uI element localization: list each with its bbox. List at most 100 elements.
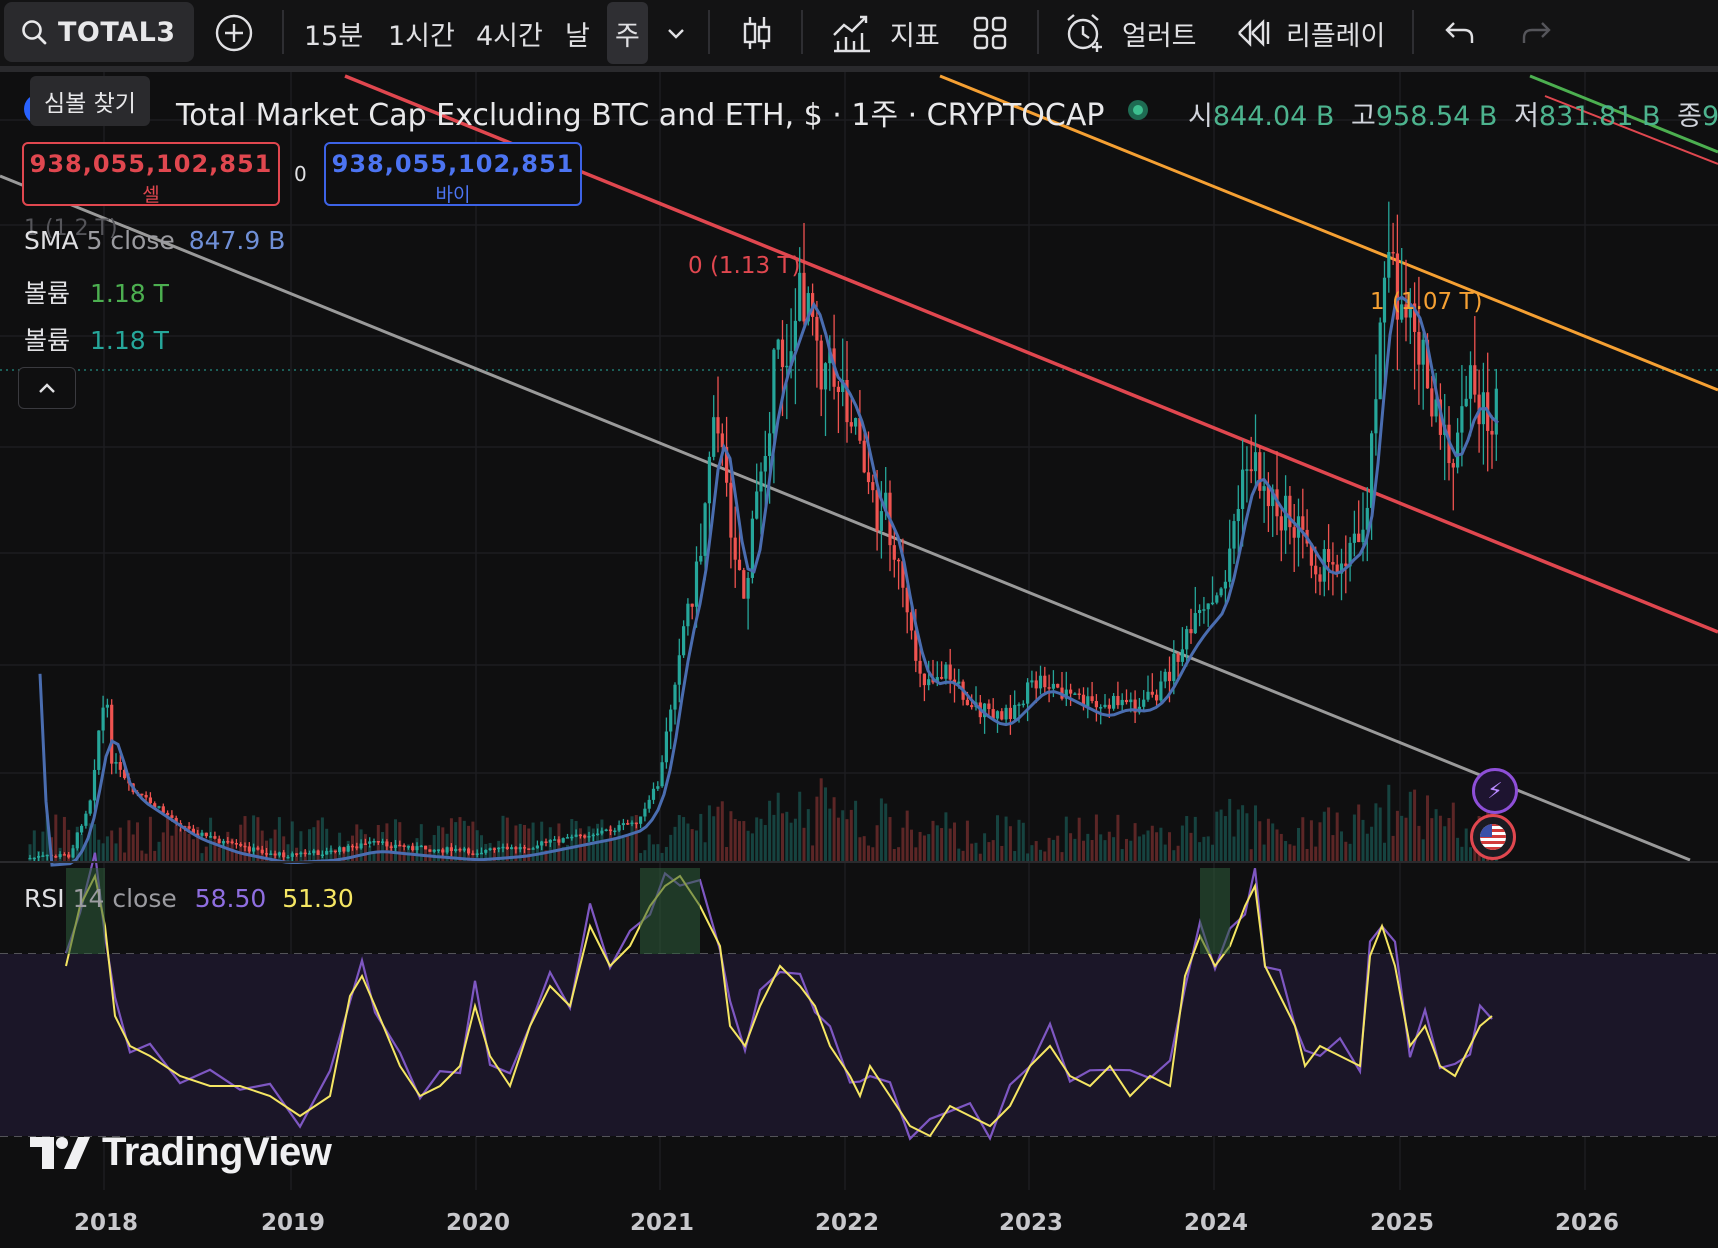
candle-body bbox=[587, 836, 591, 838]
interval-dropdown[interactable] bbox=[665, 0, 687, 66]
candle-body bbox=[1417, 331, 1421, 365]
volume-bar bbox=[1086, 833, 1090, 862]
volume-bar bbox=[179, 828, 182, 862]
volume-bar bbox=[1039, 849, 1042, 862]
candle-body bbox=[1464, 398, 1468, 407]
tradingview-logo[interactable]: TradingView bbox=[28, 1130, 332, 1175]
candle-body bbox=[213, 836, 217, 839]
buy-price: 938,055,102,851 bbox=[331, 150, 575, 178]
layouts-button[interactable] bbox=[972, 0, 1008, 66]
volume-bar bbox=[170, 835, 174, 862]
year-tick-label: 2024 bbox=[1184, 1210, 1249, 1236]
symbol-search-button[interactable]: TOTAL3 bbox=[4, 2, 194, 62]
close-value: 938.0 bbox=[1701, 101, 1718, 132]
candle-body bbox=[608, 829, 613, 832]
add-symbol-button[interactable] bbox=[214, 0, 254, 66]
volume-bar bbox=[174, 825, 178, 862]
candle-body bbox=[944, 664, 948, 679]
alert-button[interactable]: 얼러트 bbox=[1064, 0, 1197, 66]
volume-bar bbox=[449, 818, 453, 862]
volume-bar bbox=[45, 815, 49, 862]
volume-bar bbox=[1090, 839, 1094, 862]
volume-bar bbox=[738, 821, 741, 862]
interval-15m[interactable]: 15분 bbox=[304, 20, 364, 52]
interval-week[interactable]: 주 bbox=[607, 2, 648, 64]
alert-label: 얼러트 bbox=[1122, 20, 1197, 52]
volume-legend-2[interactable]: 볼륨 1.18 T bbox=[24, 321, 169, 357]
candle-body bbox=[1202, 609, 1206, 611]
volume-bar bbox=[789, 822, 793, 862]
undo-icon bbox=[1445, 22, 1474, 43]
redo-button[interactable] bbox=[1520, 0, 1552, 66]
volume-bar bbox=[1043, 851, 1047, 862]
candle-body bbox=[1219, 588, 1223, 596]
lightning-icon[interactable]: ⚡ bbox=[1472, 768, 1518, 814]
interval-4h[interactable]: 4시간 bbox=[476, 20, 543, 52]
undo-button[interactable] bbox=[1444, 0, 1476, 66]
candle-body bbox=[239, 844, 243, 846]
candle-body bbox=[221, 841, 226, 844]
volume-bar bbox=[1469, 847, 1472, 862]
volume-bar bbox=[759, 818, 763, 862]
volume-legend-1[interactable]: 볼륨 1.18 T bbox=[24, 274, 169, 310]
gray-trendline bbox=[0, 174, 1691, 862]
volume-bar bbox=[290, 821, 294, 862]
volume-bar bbox=[501, 815, 505, 862]
toolbar-divider bbox=[282, 10, 284, 54]
hidden-fib-label: 1 (1.2 T) bbox=[24, 216, 118, 241]
replay-button[interactable]: 리플레이 bbox=[1236, 0, 1385, 66]
rsi-overbought-fill bbox=[66, 868, 105, 954]
candle-body bbox=[467, 848, 471, 854]
volume-bar bbox=[136, 822, 139, 862]
candle-body bbox=[914, 630, 918, 661]
candle-body bbox=[948, 664, 952, 680]
toolbar-bottom-strip bbox=[0, 66, 1718, 72]
candle-body bbox=[884, 492, 888, 512]
candle-body bbox=[1051, 683, 1055, 689]
volume-bar bbox=[381, 832, 385, 862]
volume-bar bbox=[763, 825, 767, 862]
candle-body bbox=[247, 846, 251, 852]
volume-bar bbox=[1408, 791, 1412, 862]
candle-body bbox=[1309, 543, 1313, 566]
sma-legend[interactable]: SMA 5 close 847.9 B bbox=[24, 226, 285, 255]
candle-body bbox=[1000, 711, 1004, 720]
volume-bar bbox=[828, 808, 832, 862]
rsi-band bbox=[0, 954, 1718, 1136]
volume-bar bbox=[1279, 833, 1283, 862]
sell-button[interactable]: 938,055,102,851 셀 bbox=[22, 142, 280, 206]
volume-bar bbox=[892, 848, 896, 862]
candle-body bbox=[626, 823, 630, 825]
candle-body bbox=[1335, 564, 1339, 574]
volume-bar bbox=[1271, 823, 1275, 862]
rsi-ma-line bbox=[65, 872, 1493, 1138]
buy-button[interactable]: 938,055,102,851 바이 bbox=[324, 142, 582, 206]
volume-bar bbox=[768, 800, 772, 862]
green-trendline bbox=[1529, 74, 1718, 154]
candle-body bbox=[441, 849, 445, 853]
sma-line bbox=[38, 295, 1499, 867]
interval-day[interactable]: 날 bbox=[565, 20, 590, 52]
candle-body bbox=[393, 844, 398, 848]
rsi-legend[interactable]: RSI 14 close 58.50 51.30 bbox=[24, 884, 354, 913]
candle-body bbox=[196, 833, 200, 836]
candle-body bbox=[510, 847, 514, 850]
open-label: 시 bbox=[1188, 101, 1213, 132]
volume-bar bbox=[88, 823, 92, 862]
volume-bar bbox=[514, 825, 518, 862]
us-flag-icon[interactable] bbox=[1470, 814, 1516, 860]
candle-body bbox=[600, 830, 604, 834]
collapse-legend-button[interactable] bbox=[18, 367, 76, 409]
indicators-button[interactable]: 지표 bbox=[830, 0, 940, 66]
volume-bar bbox=[755, 817, 759, 862]
candle-body bbox=[1021, 703, 1025, 706]
interval-1h[interactable]: 1시간 bbox=[388, 20, 455, 52]
candle-body bbox=[643, 808, 647, 817]
volume-bar bbox=[1438, 815, 1442, 862]
candle-body bbox=[170, 815, 174, 818]
candle-body bbox=[411, 846, 415, 851]
volume-bar bbox=[1434, 809, 1438, 862]
chart-type-button[interactable] bbox=[740, 0, 774, 66]
candle-body bbox=[535, 845, 539, 849]
